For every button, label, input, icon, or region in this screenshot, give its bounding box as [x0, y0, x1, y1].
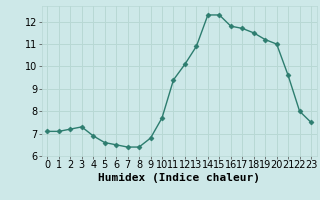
X-axis label: Humidex (Indice chaleur): Humidex (Indice chaleur): [98, 173, 260, 183]
